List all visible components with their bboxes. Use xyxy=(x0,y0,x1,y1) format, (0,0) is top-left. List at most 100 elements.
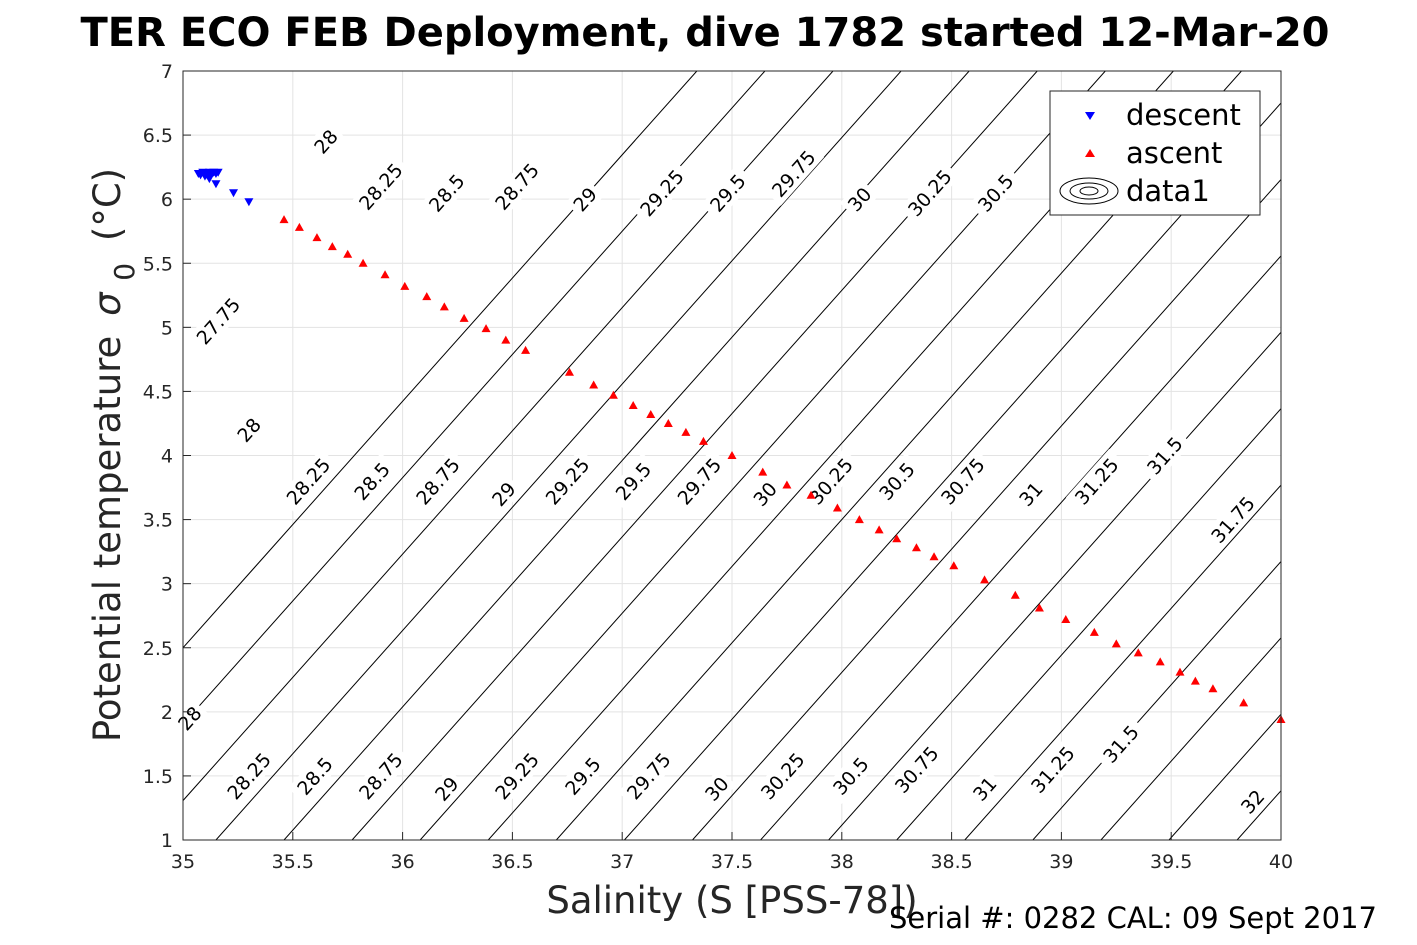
ascent-point xyxy=(646,409,656,418)
y-tick-label: 3.5 xyxy=(143,510,173,532)
y-tick-label: 5 xyxy=(161,317,173,339)
ascent-point xyxy=(1190,676,1200,685)
x-tick-label: 40 xyxy=(1269,851,1293,873)
ascent-point xyxy=(663,418,673,427)
isopycnal-line xyxy=(1373,71,1417,840)
y-tick-label: 4 xyxy=(161,446,173,468)
isopycnal-line xyxy=(692,178,1281,840)
y-tick-label: 3 xyxy=(161,574,173,596)
legend-contour-icon xyxy=(1059,177,1119,205)
x-tick-label: 38 xyxy=(830,851,854,873)
serial-cal-footer: Serial #: 0282 CAL: 09 Sept 2017 xyxy=(889,901,1377,935)
isopycnal-line xyxy=(896,407,1281,840)
x-tick-label: 35.5 xyxy=(272,851,314,873)
descent-point xyxy=(211,180,221,189)
y-tick-label: 2 xyxy=(161,702,173,724)
data-points xyxy=(193,168,1286,724)
ascent-point xyxy=(681,427,691,436)
isopycnal-line xyxy=(964,484,1281,840)
ascent-point xyxy=(608,390,618,399)
y-axis-label: Potential temperature σ 0 (°C) xyxy=(86,168,143,742)
ascent-point xyxy=(806,490,816,499)
ascent-point xyxy=(854,515,864,524)
x-axis-ticks: 35 35.5 36 36.5 37 37.5 38 38.5 39 39.5 40 xyxy=(171,832,1293,873)
ascent-point xyxy=(400,281,410,290)
ascent-point xyxy=(949,561,959,570)
legend-descent-marker xyxy=(1085,112,1095,120)
x-tick-label: 39 xyxy=(1049,851,1073,873)
ascent-point xyxy=(380,270,390,279)
ascent-point xyxy=(1175,667,1185,676)
ascent-point xyxy=(1239,698,1249,707)
y-axis-ticks: 1 1.5 2 2.5 3 3.5 4 4.5 5 5.5 6 6.5 7 xyxy=(143,61,191,852)
descent-point xyxy=(229,189,239,198)
x-tick-label: 36.5 xyxy=(491,851,533,873)
ascent-point xyxy=(929,552,939,561)
ascent-point xyxy=(589,380,599,389)
y-axis-label-subscript: 0 xyxy=(108,263,141,281)
y-axis-label-unit: (°C) xyxy=(86,168,129,241)
ascent-point xyxy=(980,575,990,584)
ascent-point xyxy=(564,367,574,376)
svg-text:Potential temperature σ: Potential temperature σ 0 (°C) xyxy=(86,168,143,742)
y-tick-label: 4.5 xyxy=(143,381,173,403)
ascent-point xyxy=(439,302,449,311)
legend: descent ascent data1 xyxy=(1049,90,1261,216)
isopycnal-label: 30 xyxy=(745,474,785,514)
x-tick-label: 37.5 xyxy=(711,851,753,873)
ascent-point xyxy=(727,451,737,459)
y-tick-label: 1 xyxy=(161,830,173,852)
x-tick-label: 37 xyxy=(610,851,634,873)
ascent-point xyxy=(312,233,322,242)
ascent-point xyxy=(1208,684,1218,693)
ascent-point xyxy=(1010,590,1020,599)
legend-data1-label: data1 xyxy=(1126,174,1210,208)
isopycnal-label: 32 xyxy=(1232,781,1273,822)
descent-point xyxy=(244,198,254,207)
isopycnal-line xyxy=(1305,71,1417,840)
ascent-point xyxy=(1034,603,1044,612)
ascent-point xyxy=(279,215,289,224)
isopycnal-line xyxy=(1032,560,1281,840)
ascent-point xyxy=(698,436,708,445)
ascent-point xyxy=(832,503,842,512)
y-axis-label-main: Potential temperature xyxy=(86,336,129,742)
legend-descent-label: descent xyxy=(1126,98,1241,132)
y-tick-label: 1.5 xyxy=(143,766,173,788)
ascent-point xyxy=(501,335,511,344)
chart-title: TER ECO FEB Deployment, dive 1782 starte… xyxy=(80,10,1329,56)
ascent-point xyxy=(294,222,304,231)
descent-point xyxy=(204,175,214,184)
x-axis-label: Salinity (S [PSS-78]) xyxy=(546,879,917,922)
ascent-point xyxy=(1133,648,1143,657)
legend-ascent-label: ascent xyxy=(1126,136,1222,170)
ascent-point xyxy=(911,543,921,552)
ascent-point xyxy=(782,480,792,489)
x-tick-label: 35 xyxy=(171,851,195,873)
isopycnal-line xyxy=(1100,637,1281,840)
ascent-point xyxy=(1111,639,1121,648)
ascent-point xyxy=(422,292,432,301)
ascent-point xyxy=(459,313,469,322)
descent-point xyxy=(200,172,210,181)
ascent-point xyxy=(1089,627,1099,636)
isopycnal-line xyxy=(215,71,902,840)
y-axis-label-symbol: σ xyxy=(86,291,129,316)
x-tick-label: 38.5 xyxy=(930,851,972,873)
legend-ascent-marker xyxy=(1085,149,1095,157)
ascent-point xyxy=(327,242,337,251)
ascent-point xyxy=(521,345,531,354)
ascent-point xyxy=(1061,615,1071,624)
ascent-point xyxy=(358,258,368,267)
y-tick-label: 6 xyxy=(161,189,173,211)
y-tick-label: 7 xyxy=(161,61,173,83)
ascent-point xyxy=(1155,657,1165,666)
y-tick-label: 2.5 xyxy=(143,638,173,660)
isopycnal-line xyxy=(760,255,1281,840)
x-tick-label: 39.5 xyxy=(1150,851,1192,873)
ascent-point xyxy=(758,467,768,476)
ascent-point xyxy=(343,249,353,258)
descent-point xyxy=(213,168,223,177)
x-tick-label: 36 xyxy=(391,851,415,873)
